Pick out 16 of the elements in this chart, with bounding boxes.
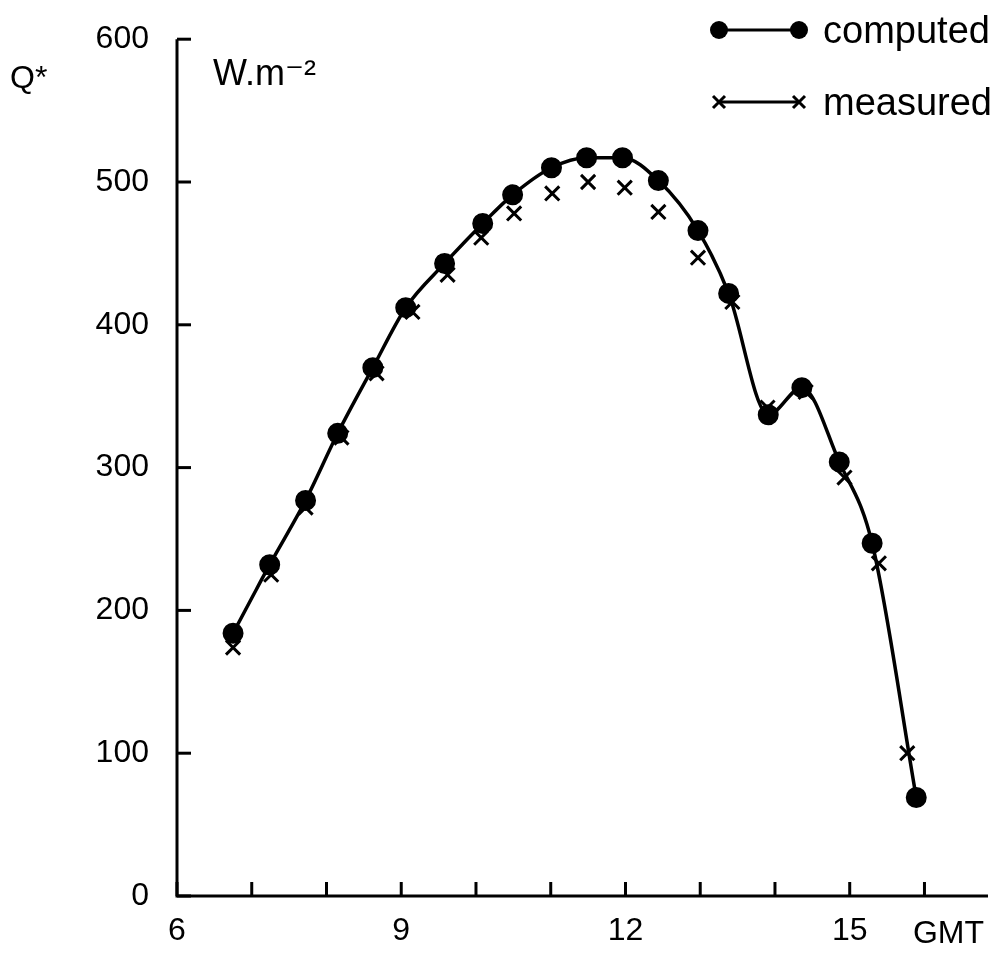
legend-label: measured [823,81,992,123]
x-tick-label: 12 [607,911,644,948]
y-tick-label: 500 [95,161,149,198]
y-tick-label: 100 [95,733,149,770]
y-tick-label: 300 [95,447,149,484]
y-tick-label: 400 [95,304,149,341]
y-tick-label: 600 [95,19,149,56]
annotation: W.m⁻² [213,52,316,94]
x-axis-title: GMT [912,913,984,950]
y-tick-label: 0 [131,875,149,912]
x-tick-label: 15 [831,911,868,948]
legend-label: computed [823,9,990,51]
x-tick-label: 9 [392,911,411,948]
y-tick-label: 200 [95,590,149,627]
x-tick-label: 6 [168,911,186,948]
y-axis-title: Q* [10,59,48,96]
